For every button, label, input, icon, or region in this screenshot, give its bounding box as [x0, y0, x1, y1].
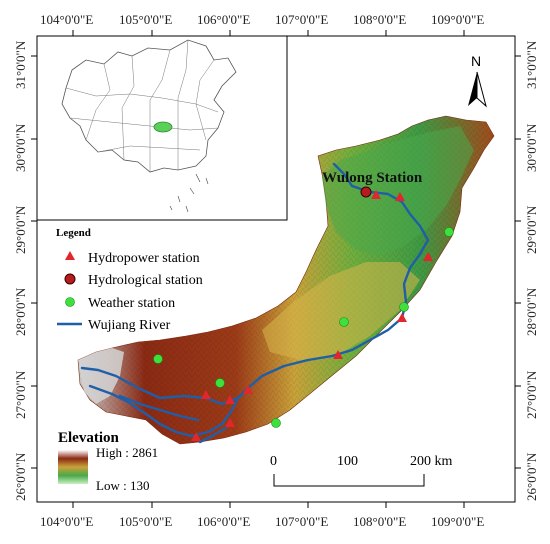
bottom-axis: 104°0'0"E 105°0'0"E 106°0'0"E 107°0'0"E …: [40, 502, 484, 529]
legend-triangle-symbol: [65, 251, 75, 260]
left-tick-label: 31°0'0"N: [13, 40, 28, 89]
top-tick-label: 105°0'0"E: [119, 12, 172, 27]
elevation-color-ramp: [58, 450, 88, 484]
legend-hydrological-symbol: [64, 273, 76, 285]
top-tick-label: 107°0'0"E: [275, 12, 328, 27]
elevation-title: Elevation: [58, 430, 119, 446]
scale-label: 100: [337, 454, 358, 469]
hydropower-station-marker: [191, 432, 201, 441]
legend: Legend Hydropower station Hydrological s…: [56, 227, 203, 333]
bottom-tick-label: 104°0'0"E: [40, 514, 93, 529]
right-tick-label: 29°0'0"N: [524, 205, 539, 254]
china-inset-map: [36, 35, 288, 221]
legend-title: Legend: [56, 227, 91, 239]
left-axis: 31°0'0"N 30°0'0"N 29°0'0"N 28°0'0"N 27°0…: [13, 40, 37, 501]
north-label: N: [471, 53, 481, 69]
bottom-tick-label: 106°0'0"E: [197, 514, 250, 529]
hydropower-station-marker: [395, 192, 405, 201]
left-tick-label: 30°0'0"N: [13, 123, 28, 172]
right-axis: 31°0'0"N 30°0'0"N 29°0'0"N 28°0'0"N 27°0…: [515, 40, 539, 501]
scale-bar: 0 100 200 km: [270, 454, 453, 487]
elevation-high-label: High : 2861: [96, 445, 158, 460]
weather-station-marker: [271, 418, 281, 428]
top-tick-label: 106°0'0"E: [197, 12, 250, 27]
top-tick-label: 108°0'0"E: [353, 12, 406, 27]
weather-station-marker: [399, 302, 409, 312]
legend-label: Wujiang River: [88, 318, 171, 333]
right-tick-label: 31°0'0"N: [524, 40, 539, 89]
wulong-station-label: Wulong Station: [322, 170, 423, 186]
study-area-highlight: [153, 121, 173, 133]
top-axis: 104°0'0"E 105°0'0"E 106°0'0"E 107°0'0"E …: [40, 12, 484, 36]
right-tick-label: 27°0'0"N: [524, 370, 539, 419]
hydropower-station-marker: [333, 350, 343, 359]
left-tick-label: 26°0'0"N: [13, 452, 28, 501]
bottom-tick-label: 109°0'0"E: [431, 514, 484, 529]
scale-label: 200 km: [410, 454, 453, 469]
hydropower-station-marker: [397, 313, 407, 322]
left-tick-label: 28°0'0"N: [13, 287, 28, 336]
legend-label: Hydrological station: [88, 273, 203, 288]
north-arrow-icon: N: [468, 53, 487, 108]
legend-label: Weather station: [88, 296, 175, 311]
weather-station-marker: [444, 227, 454, 237]
right-tick-label: 28°0'0"N: [524, 287, 539, 336]
wujiang-river: [80, 162, 430, 444]
elevation-low-label: Low : 130: [96, 478, 149, 493]
top-tick-label: 104°0'0"E: [40, 12, 93, 27]
right-tick-label: 30°0'0"N: [524, 123, 539, 172]
hydrological-station-marker: [360, 186, 372, 198]
scale-label: 0: [270, 454, 277, 469]
hydropower-station-marker: [243, 385, 253, 394]
elevation-legend: Elevation High : 2861 Low : 130: [58, 430, 158, 493]
hydropower-station-marker: [225, 418, 235, 427]
china-outline: [61, 39, 237, 173]
left-tick-label: 27°0'0"N: [13, 370, 28, 419]
legend-label: Hydropower station: [88, 251, 200, 266]
weather-stations: [153, 227, 454, 428]
hydropower-station-marker: [371, 190, 381, 199]
weather-station-marker: [215, 378, 225, 388]
hydropower-station-marker: [225, 395, 235, 404]
hydropower-station-marker: [201, 390, 211, 399]
hydropower-station-marker: [423, 252, 433, 261]
bottom-tick-label: 107°0'0"E: [275, 514, 328, 529]
basin-area: [77, 115, 495, 445]
weather-station-marker: [153, 354, 163, 364]
hydropower-stations: [191, 190, 433, 441]
left-tick-label: 29°0'0"N: [13, 205, 28, 254]
bottom-tick-label: 108°0'0"E: [353, 514, 406, 529]
bottom-tick-label: 105°0'0"E: [119, 514, 172, 529]
legend-weather-symbol: [65, 297, 75, 307]
right-tick-label: 26°0'0"N: [524, 452, 539, 501]
top-tick-label: 109°0'0"E: [431, 12, 484, 27]
weather-station-marker: [339, 317, 349, 327]
